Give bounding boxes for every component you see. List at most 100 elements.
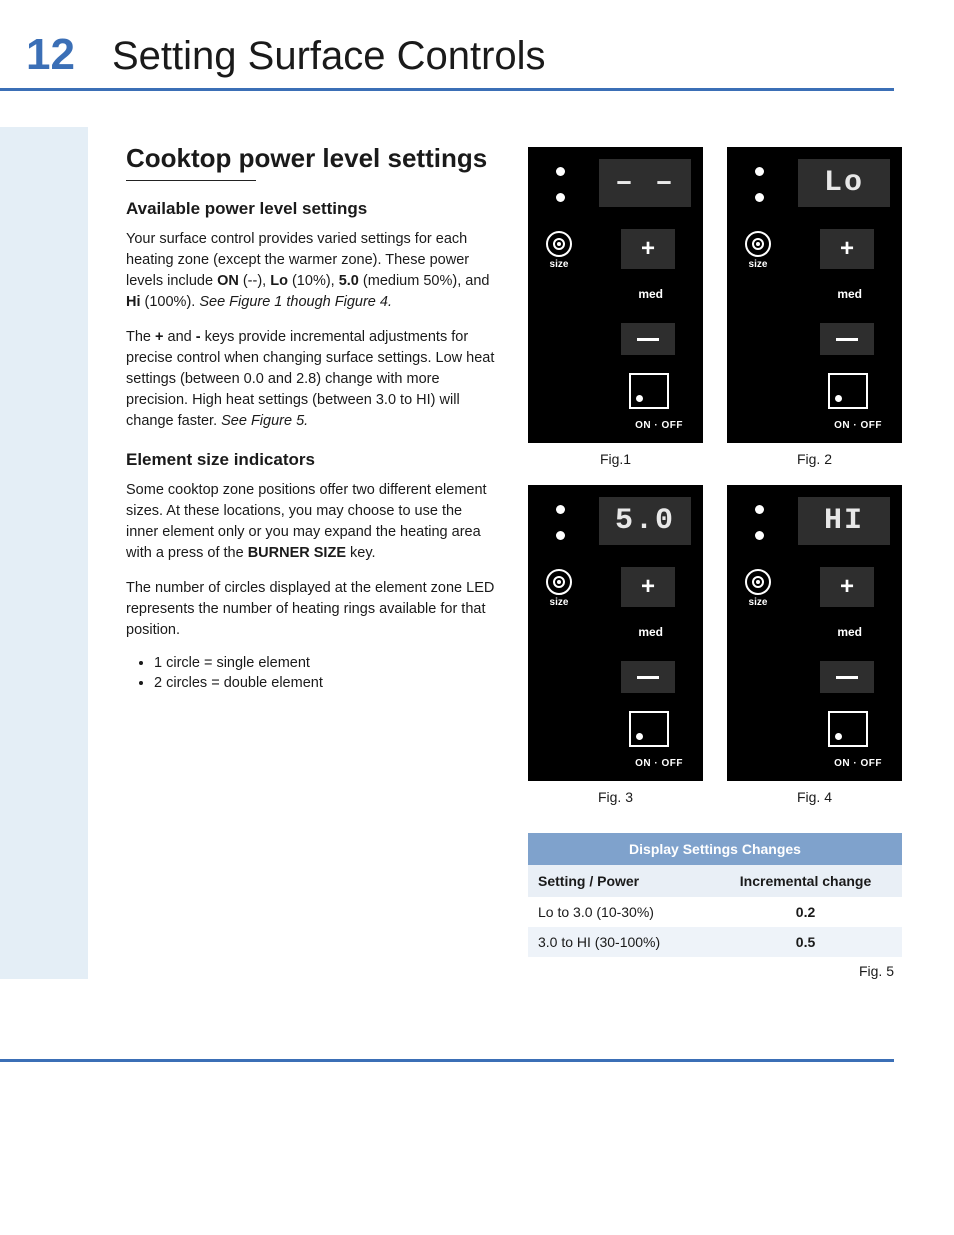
display-value: Lo	[824, 166, 864, 200]
figure-caption: Fig. 2	[727, 451, 902, 467]
plus-button: +	[820, 567, 874, 607]
figure-3: 5.0 size + med ON · OFF	[528, 485, 703, 805]
settings-table-wrap: Display Settings Changes Setting / Power…	[528, 833, 902, 979]
body: Cooktop power level settings Available p…	[0, 127, 894, 979]
indicator-dot-icon	[556, 193, 565, 202]
size-label: size	[546, 259, 572, 270]
figure-caption: Fig.1	[528, 451, 703, 467]
display-box: 5.0	[599, 497, 691, 545]
table-cell: 0.2	[709, 897, 902, 927]
size-label: size	[745, 259, 771, 270]
minus-button	[621, 323, 675, 355]
display-value: 5.0	[615, 504, 675, 538]
table-cell: 0.5	[709, 927, 902, 957]
onoff-label: ON · OFF	[635, 420, 683, 431]
table-caption: Fig. 5	[528, 963, 902, 979]
onoff-label: ON · OFF	[635, 758, 683, 769]
indicator-dot-icon	[556, 167, 565, 176]
med-label: med	[837, 287, 862, 301]
display-value: – –	[615, 166, 675, 200]
med-label: med	[638, 287, 663, 301]
display-box: – –	[599, 159, 691, 207]
subheading-element: Element size indicators	[126, 450, 496, 470]
indicator-dot-icon	[556, 531, 565, 540]
figure-caption: Fig. 3	[528, 789, 703, 805]
table-row: 3.0 to HI (30-100%) 0.5	[528, 927, 902, 957]
onoff-dot-icon	[835, 395, 842, 402]
minus-button	[820, 323, 874, 355]
med-label: med	[837, 625, 862, 639]
table-row: Lo to 3.0 (10-30%) 0.2	[528, 897, 902, 927]
size-ring-icon	[546, 231, 572, 257]
chapter-title: Setting Surface Controls	[112, 34, 546, 79]
table-header-row: Display Settings Changes	[528, 833, 902, 865]
minus-icon	[836, 676, 858, 679]
minus-icon	[637, 338, 659, 341]
header: 12 Setting Surface Controls	[0, 30, 894, 91]
figure-grid: – – size + med ON · OFF	[528, 147, 902, 805]
plus-button: +	[621, 229, 675, 269]
minus-icon	[637, 676, 659, 679]
onoff-dot-icon	[636, 733, 643, 740]
para-available-1: Your surface control provides varied set…	[126, 229, 496, 313]
control-panel: 5.0 size + med ON · OFF	[528, 485, 703, 781]
bullet-item: 2 circles = double element	[154, 675, 496, 691]
control-panel: Lo size + med ON · OFF	[727, 147, 902, 443]
size-button: size	[546, 569, 572, 608]
section-title: Cooktop power level settings	[126, 143, 496, 174]
bullet-item: 1 circle = single element	[154, 655, 496, 671]
table-cell: Lo to 3.0 (10-30%)	[528, 897, 709, 927]
size-ring-icon	[546, 569, 572, 595]
table-title: Display Settings Changes	[528, 833, 902, 865]
plus-button: +	[621, 567, 675, 607]
minus-button	[621, 661, 675, 693]
figure-column: – – size + med ON · OFF	[528, 127, 902, 979]
onoff-button	[828, 373, 868, 409]
plus-icon: +	[641, 235, 655, 263]
content: Cooktop power level settings Available p…	[126, 127, 902, 979]
size-ring-icon	[745, 231, 771, 257]
size-button: size	[745, 231, 771, 270]
figure-4: HI size + med ON · OFF	[727, 485, 902, 805]
bullet-list: 1 circle = single element 2 circles = do…	[126, 655, 496, 691]
size-button: size	[745, 569, 771, 608]
onoff-label: ON · OFF	[834, 420, 882, 431]
table-cell: 3.0 to HI (30-100%)	[528, 927, 709, 957]
indicator-dot-icon	[755, 505, 764, 514]
indicator-dot-icon	[755, 193, 764, 202]
minus-icon	[836, 338, 858, 341]
control-panel: HI size + med ON · OFF	[727, 485, 902, 781]
table-col-increment: Incremental change	[709, 865, 902, 897]
control-panel: – – size + med ON · OFF	[528, 147, 703, 443]
display-value: HI	[824, 504, 864, 538]
figure-caption: Fig. 4	[727, 789, 902, 805]
display-box: Lo	[798, 159, 890, 207]
subheading-available: Available power level settings	[126, 199, 496, 219]
size-button: size	[546, 231, 572, 270]
page-number: 12	[26, 30, 75, 79]
onoff-dot-icon	[636, 395, 643, 402]
left-gutter	[0, 127, 88, 979]
plus-icon: +	[840, 235, 854, 263]
para-element-2: The number of circles displayed at the e…	[126, 578, 496, 641]
page-number-box: 12	[0, 30, 88, 80]
section-rule	[126, 180, 256, 181]
onoff-button	[828, 711, 868, 747]
display-box: HI	[798, 497, 890, 545]
para-element-1: Some cooktop zone positions offer two di…	[126, 480, 496, 564]
text-column: Cooktop power level settings Available p…	[126, 127, 496, 979]
minus-button	[820, 661, 874, 693]
settings-table: Display Settings Changes Setting / Power…	[528, 833, 902, 957]
table-col-setting: Setting / Power	[528, 865, 709, 897]
indicator-dot-icon	[556, 505, 565, 514]
med-label: med	[638, 625, 663, 639]
onoff-label: ON · OFF	[834, 758, 882, 769]
onoff-dot-icon	[835, 733, 842, 740]
size-label: size	[546, 597, 572, 608]
figure-1: – – size + med ON · OFF	[528, 147, 703, 467]
plus-button: +	[820, 229, 874, 269]
indicator-dot-icon	[755, 531, 764, 540]
page: 12 Setting Surface Controls Cooktop powe…	[0, 0, 954, 1102]
table-subheader-row: Setting / Power Incremental change	[528, 865, 902, 897]
footer-rule	[0, 1059, 894, 1062]
